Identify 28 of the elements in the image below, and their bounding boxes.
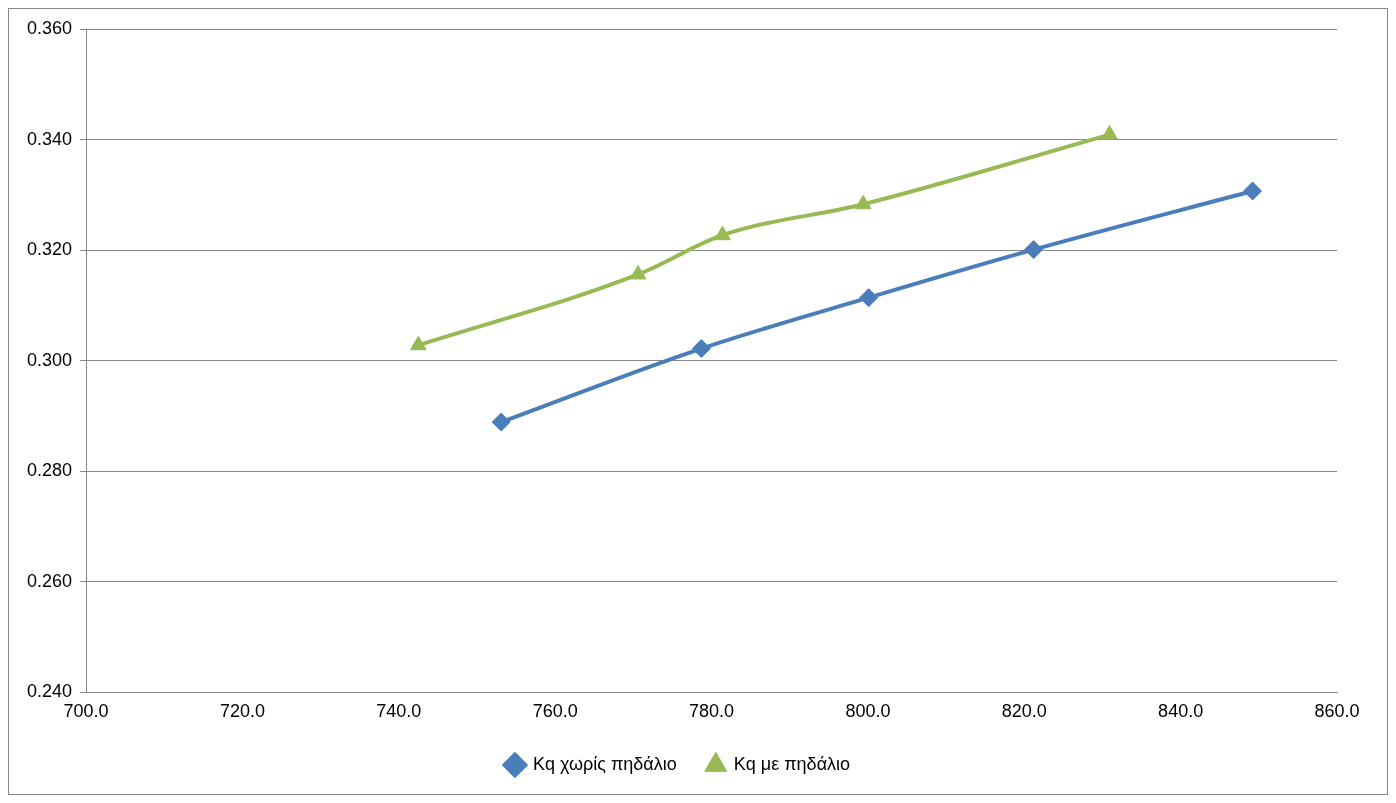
point (1243, 181, 1263, 201)
y-tick-label: 0.240 (27, 681, 73, 702)
x-tick-label: 800.0 (845, 701, 891, 722)
x-tick-label: 700.0 (63, 701, 109, 722)
y-tick-label: 0.320 (27, 239, 73, 260)
point (859, 288, 879, 308)
legend-label: Kq με πηδάλιο (733, 753, 851, 774)
point (1024, 240, 1044, 260)
point (854, 194, 872, 210)
x-tick-label: 840.0 (1158, 701, 1204, 722)
point (629, 264, 647, 280)
legend-label: Kq χωρίς πηδάλιο (532, 753, 677, 774)
x-tick-label: 720.0 (219, 701, 265, 722)
point (1101, 125, 1118, 140)
y-tick-label: 0.340 (27, 128, 73, 149)
point (691, 339, 711, 359)
y-tick-label: 0.360 (27, 17, 73, 38)
x-tick-label: 820.0 (1001, 701, 1047, 722)
y-tick-label: 0.300 (27, 349, 73, 370)
point (714, 225, 731, 241)
point (410, 335, 427, 351)
y-tick-label: 0.280 (27, 460, 73, 481)
x-tick-label: 760.0 (532, 701, 578, 722)
point (491, 412, 511, 432)
x-tick-label: 780.0 (689, 701, 735, 722)
y-tick-label: 0.260 (27, 570, 73, 591)
x-tick-label: 740.0 (376, 701, 422, 722)
x-tick-label: 860.0 (1314, 701, 1360, 722)
